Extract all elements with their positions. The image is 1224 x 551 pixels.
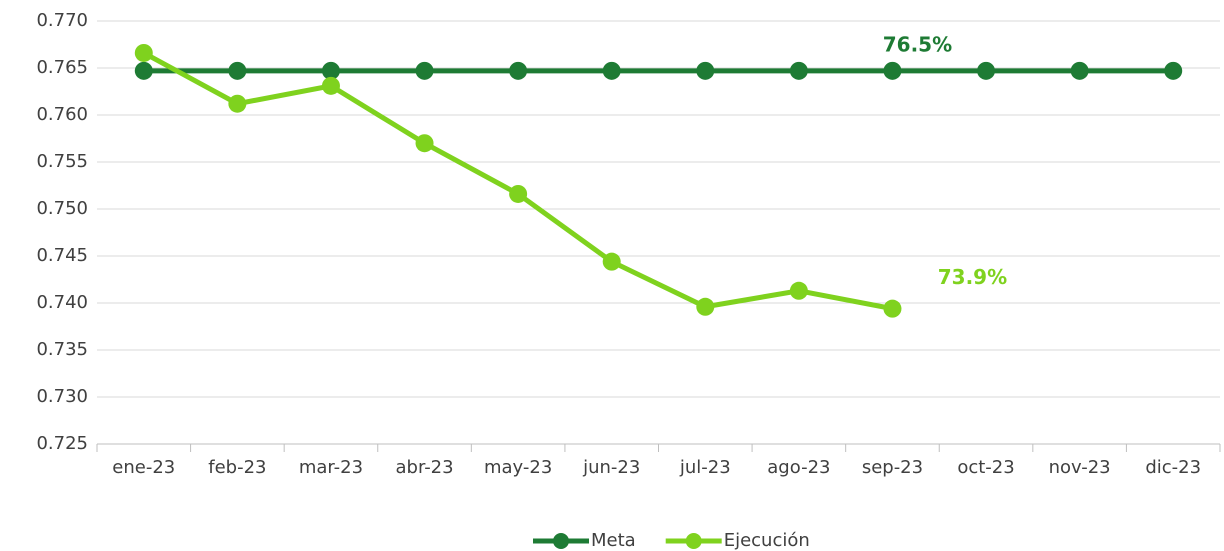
x-tick-label: may-23 bbox=[484, 457, 552, 478]
y-tick-label: 0.745 bbox=[36, 245, 88, 266]
x-tick-label: abr-23 bbox=[395, 457, 453, 478]
data-point bbox=[696, 297, 715, 316]
data-point bbox=[789, 281, 808, 300]
y-tick-label: 0.760 bbox=[36, 104, 88, 125]
data-point bbox=[1070, 61, 1089, 80]
data-point bbox=[883, 299, 902, 318]
y-tick-label: 0.755 bbox=[36, 151, 88, 172]
data-point bbox=[696, 61, 715, 80]
legend-label: Meta bbox=[591, 530, 636, 551]
data-label: 73.9% bbox=[938, 265, 1007, 289]
data-point bbox=[509, 61, 528, 80]
y-tick-label: 0.770 bbox=[36, 10, 88, 31]
y-tick-label: 0.735 bbox=[36, 339, 88, 360]
x-tick-label: ago-23 bbox=[767, 457, 830, 478]
legend-label: Ejecución bbox=[724, 530, 810, 551]
data-point bbox=[602, 252, 621, 271]
x-tick-label: oct-23 bbox=[957, 457, 1014, 478]
series-line bbox=[142, 50, 893, 312]
data-point bbox=[228, 61, 247, 80]
data-point bbox=[1164, 61, 1183, 80]
data-point bbox=[415, 134, 434, 153]
legend-marker bbox=[553, 533, 569, 549]
x-tick-label: jun-23 bbox=[582, 457, 640, 478]
x-tick-label: feb-23 bbox=[208, 457, 266, 478]
data-point bbox=[228, 94, 247, 113]
data-label: 76.5% bbox=[883, 32, 952, 56]
x-tick-label: sep-23 bbox=[862, 457, 923, 478]
y-tick-label: 0.750 bbox=[36, 198, 88, 219]
legend-marker bbox=[685, 533, 702, 549]
x-tick-label: dic-23 bbox=[1145, 457, 1201, 478]
data-point bbox=[509, 184, 528, 203]
x-tick-label: jul-23 bbox=[679, 457, 731, 478]
data-point bbox=[321, 76, 340, 95]
x-tick-label: nov-23 bbox=[1049, 457, 1111, 478]
x-tick-label: ene-23 bbox=[112, 457, 175, 478]
data-point bbox=[415, 61, 434, 80]
data-point bbox=[134, 43, 153, 62]
y-tick-label: 0.765 bbox=[36, 57, 88, 78]
y-tick-label: 0.740 bbox=[36, 292, 88, 313]
data-point bbox=[977, 61, 996, 80]
y-tick-label: 0.725 bbox=[36, 433, 88, 454]
data-point bbox=[883, 61, 902, 80]
data-point bbox=[134, 61, 153, 80]
data-point bbox=[321, 61, 340, 80]
y-tick-label: 0.730 bbox=[36, 386, 88, 407]
data-point bbox=[602, 61, 621, 80]
data-point bbox=[789, 61, 808, 80]
x-tick-label: mar-23 bbox=[299, 457, 363, 478]
